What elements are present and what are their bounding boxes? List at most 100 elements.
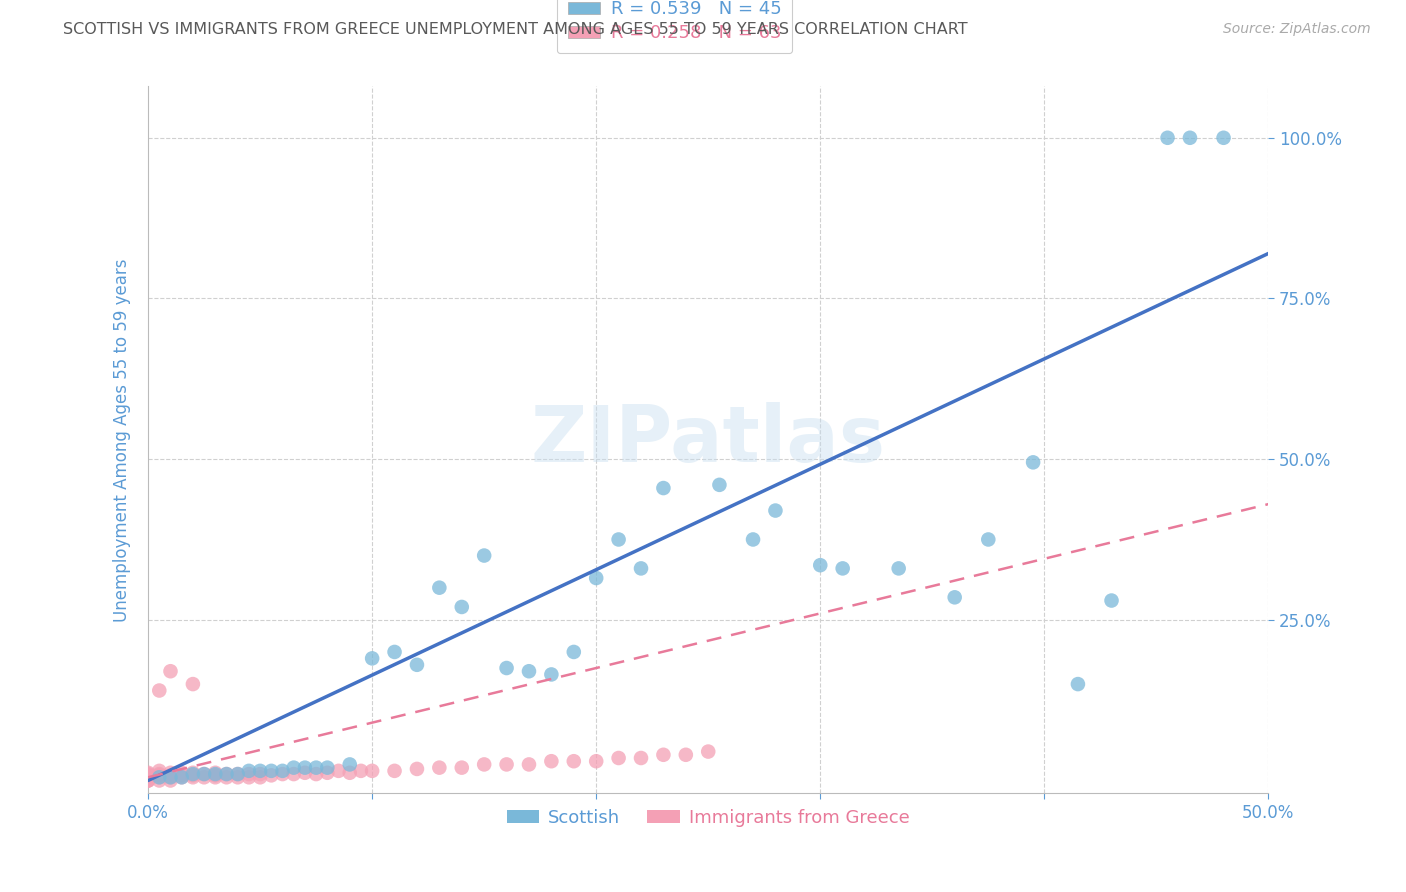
Point [136, 773, 159, 788]
Point [283, 767, 305, 781]
Point [238, 770, 260, 784]
Point [607, 533, 630, 547]
Point [316, 765, 339, 780]
Point [316, 761, 339, 775]
Point [361, 651, 384, 665]
Point [136, 773, 159, 788]
Point [709, 478, 731, 492]
Point [170, 770, 193, 784]
Point [350, 764, 373, 778]
Point [517, 665, 540, 679]
Point [181, 765, 204, 780]
Point [652, 481, 675, 495]
Point [215, 770, 238, 784]
Point [1022, 455, 1045, 469]
Point [384, 764, 406, 778]
Point [226, 770, 249, 784]
Point [472, 757, 495, 772]
Point [159, 773, 181, 788]
Point [450, 599, 472, 614]
Point [136, 767, 159, 781]
Point [226, 767, 249, 781]
Point [204, 770, 226, 784]
Point [238, 764, 260, 778]
Text: Source: ZipAtlas.com: Source: ZipAtlas.com [1223, 22, 1371, 37]
Point [406, 762, 429, 776]
Legend: Scottish, Immigrants from Greece: Scottish, Immigrants from Greece [499, 801, 917, 834]
Point [808, 558, 831, 573]
Point [1156, 130, 1178, 145]
Point [339, 765, 361, 780]
Point [170, 765, 193, 780]
Point [148, 770, 170, 784]
Point [181, 677, 204, 691]
Point [249, 767, 271, 781]
Point [136, 768, 159, 782]
Point [170, 768, 193, 782]
Point [765, 503, 787, 517]
Point [1212, 130, 1234, 145]
Point [495, 661, 517, 675]
Point [204, 765, 226, 780]
Point [305, 767, 328, 781]
Point [204, 767, 226, 781]
Point [181, 767, 204, 781]
Point [159, 770, 181, 784]
Point [294, 761, 316, 775]
Point [215, 767, 238, 781]
Point [148, 764, 170, 778]
Point [136, 765, 159, 780]
Point [540, 754, 562, 768]
Point [305, 761, 328, 775]
Point [1178, 130, 1201, 145]
Point [1101, 593, 1123, 607]
Point [328, 764, 350, 778]
Point [148, 773, 170, 788]
Point [540, 667, 562, 681]
Point [249, 764, 271, 778]
Point [271, 764, 294, 778]
Point [193, 767, 215, 781]
Point [193, 767, 215, 781]
Point [630, 751, 652, 765]
Point [148, 770, 170, 784]
Point [361, 764, 384, 778]
Point [136, 770, 159, 784]
Point [159, 665, 181, 679]
Point [249, 770, 271, 784]
Point [283, 761, 305, 775]
Point [204, 768, 226, 782]
Point [384, 645, 406, 659]
Point [831, 561, 853, 575]
Point [136, 773, 159, 788]
Point [181, 770, 204, 784]
Point [170, 770, 193, 784]
Point [887, 561, 910, 575]
Y-axis label: Unemployment Among Ages 55 to 59 years: Unemployment Among Ages 55 to 59 years [114, 258, 131, 622]
Point [697, 745, 720, 759]
Point [630, 561, 652, 575]
Point [472, 549, 495, 563]
Point [450, 761, 472, 775]
Point [562, 645, 585, 659]
Point [215, 767, 238, 781]
Point [226, 767, 249, 781]
Point [406, 657, 429, 672]
Point [943, 591, 966, 605]
Point [193, 770, 215, 784]
Point [271, 767, 294, 781]
Point [238, 767, 260, 781]
Point [585, 571, 607, 585]
Point [562, 754, 585, 768]
Text: SCOTTISH VS IMMIGRANTS FROM GREECE UNEMPLOYMENT AMONG AGES 55 TO 59 YEARS CORREL: SCOTTISH VS IMMIGRANTS FROM GREECE UNEMP… [63, 22, 967, 37]
Point [607, 751, 630, 765]
Point [1067, 677, 1090, 691]
Point [148, 767, 170, 781]
Point [159, 770, 181, 784]
Point [427, 581, 450, 595]
Point [427, 761, 450, 775]
Point [339, 757, 361, 772]
Point [159, 768, 181, 782]
Point [977, 533, 1000, 547]
Text: ZIPatlas: ZIPatlas [530, 402, 886, 478]
